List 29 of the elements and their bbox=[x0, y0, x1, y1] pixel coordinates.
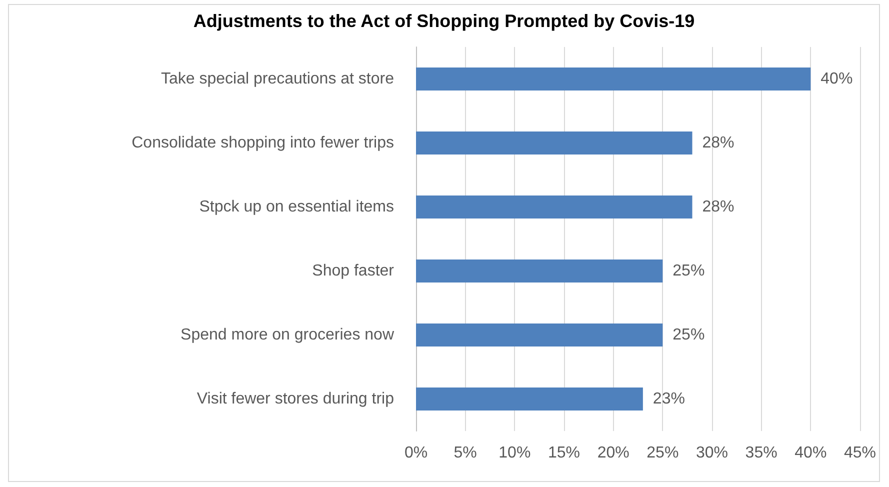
data-label: 23% bbox=[652, 390, 685, 408]
bar bbox=[416, 131, 692, 155]
x-tick-label: 30% bbox=[696, 444, 728, 462]
data-label: 40% bbox=[820, 70, 853, 88]
x-tick-label: 10% bbox=[498, 444, 531, 462]
y-tick-label: Stpck up on essential items bbox=[199, 198, 394, 216]
x-tick-label: 20% bbox=[597, 444, 630, 462]
x-tick-label: 45% bbox=[844, 444, 876, 462]
x-tick-label: 25% bbox=[646, 444, 679, 462]
data-label: 25% bbox=[672, 262, 705, 280]
y-tick-label: Visit fewer stores during trip bbox=[196, 390, 394, 408]
data-label: 28% bbox=[702, 134, 734, 152]
bar bbox=[416, 387, 643, 411]
bar bbox=[416, 259, 663, 283]
y-tick-label: Spend more on groceries now bbox=[180, 326, 394, 344]
bar bbox=[416, 67, 811, 91]
chart-title: Adjustments to the Act of Shopping Prompted by Covis-19 bbox=[193, 11, 695, 31]
x-tick-label: 0% bbox=[404, 444, 428, 462]
x-tick-label: 35% bbox=[745, 444, 778, 462]
y-tick-label: Consolidate shopping into fewer trips bbox=[132, 134, 394, 152]
y-tick-label: Shop faster bbox=[312, 262, 395, 280]
bar bbox=[416, 195, 692, 219]
data-label: 25% bbox=[672, 326, 705, 344]
x-tick-label: 5% bbox=[454, 444, 477, 462]
data-label: 28% bbox=[702, 198, 734, 216]
bar bbox=[416, 323, 663, 347]
y-tick-label: Take special precautions at store bbox=[160, 70, 394, 88]
x-tick-label: 15% bbox=[548, 444, 580, 462]
x-tick-label: 40% bbox=[794, 444, 827, 462]
